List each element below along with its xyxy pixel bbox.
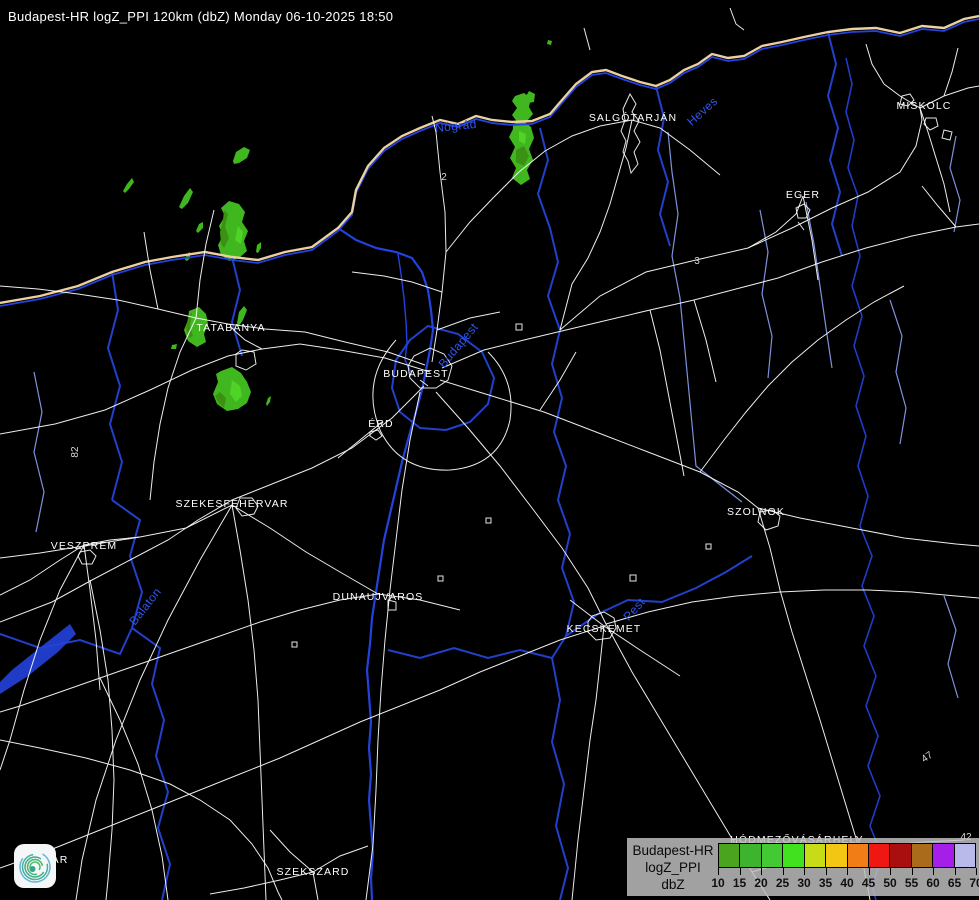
- country-border-layer: [0, 14, 979, 305]
- legend-tick-label: 10: [711, 876, 725, 890]
- legend-tick-label: 65: [947, 876, 962, 890]
- road-number-3: 3: [694, 256, 700, 267]
- road-number-42: 42: [960, 832, 972, 843]
- legend-swatch: [761, 844, 784, 867]
- legend-swatch: [933, 844, 955, 867]
- radar-echo-layer-bright: [230, 131, 526, 402]
- county-borders-layer: [0, 31, 843, 900]
- streams-layer: [33, 131, 961, 699]
- weather-app-logo: [14, 844, 56, 888]
- legend-swatch: [954, 844, 976, 867]
- county-label-pest: Pest: [620, 595, 648, 624]
- legend-ticks: [718, 868, 977, 875]
- city-label-szekszard: SZEKSZARD: [277, 866, 350, 878]
- city-label-erd: ÉRD: [368, 417, 393, 430]
- swirl-icon: [19, 851, 51, 883]
- legend-tick-label: 20: [754, 876, 768, 890]
- legend-swatch: [868, 844, 891, 867]
- city-label-eger: EGER: [786, 189, 820, 201]
- radar-echo-layer-base: [123, 40, 552, 411]
- radar-echo-layer-dark: [186, 146, 529, 408]
- legend-tick-label: 40: [840, 876, 854, 890]
- city-label-miskolc: MISKOLC: [897, 100, 952, 112]
- city-label-budapest: BUDAPEST: [383, 368, 448, 380]
- legend-swatch: [890, 844, 912, 867]
- lake-balaton: [0, 624, 76, 694]
- legend-swatch: [783, 844, 805, 867]
- legend-tick-label: 50: [883, 876, 897, 890]
- city-label-tatabanya: TATABANYA: [196, 322, 265, 334]
- legend-tick-label: 45: [861, 876, 876, 890]
- legend-swatch: [719, 844, 741, 867]
- legend-swatch: [847, 844, 869, 867]
- legend-tick-label: 30: [797, 876, 811, 890]
- legend-tick-label: 70: [969, 876, 979, 890]
- legend-tick-label: 60: [926, 876, 940, 890]
- legend-swatch: [740, 844, 762, 867]
- legend-swatch: [911, 844, 934, 867]
- legend-swatch: [804, 844, 827, 867]
- legend-tick-labels: 10 15 20 25 30 35 40 45 50 55 60 65 70: [711, 875, 979, 891]
- county-label-nograd: Nógrád: [434, 117, 477, 135]
- city-label-salgotarjan: SALGÓTARJÁN: [589, 111, 677, 124]
- city-label-szekesfehervar: SZEKESFEHERVAR: [175, 498, 288, 510]
- map-labels-layer: TATABANYA BUDAPEST ÉRD SALGÓTARJÁN EGER …: [51, 94, 972, 878]
- radar-title: Budapest-HR logZ_PPI 120km (dbZ) Monday …: [8, 9, 394, 24]
- roads-layer: [0, 7, 979, 900]
- city-label-kecskemet: KECSKEMET: [567, 623, 642, 635]
- county-label-heves: Heves: [684, 94, 720, 129]
- road-number-2: 2: [441, 172, 447, 183]
- legend-product: logZ_PPI: [645, 860, 701, 875]
- rivers-layer: [0, 18, 979, 900]
- legend-tick-label: 35: [818, 876, 833, 890]
- city-label-veszprem: VESZPREM: [51, 540, 118, 552]
- legend-unit: dbZ: [661, 877, 685, 892]
- legend-tick-label: 55: [904, 876, 919, 890]
- road-number-82: 82: [70, 446, 81, 458]
- legend-station: Budapest-HR: [632, 843, 714, 858]
- legend-tick-label: 15: [732, 876, 747, 890]
- radar-legend: Budapest-HR logZ_PPI dbZ: [627, 838, 979, 896]
- legend-swatch: [826, 844, 848, 867]
- legend-tick-label: 25: [775, 876, 790, 890]
- city-label-szolnok: SZOLNOK: [727, 506, 785, 518]
- road-number-47: 47: [920, 749, 936, 765]
- city-label-dunaujvaros: DUNAUJVAROS: [333, 591, 424, 603]
- lake-label-balaton: Balaton: [126, 585, 164, 628]
- legend-color-scale: 10 15 20 25 30 35 40 45 50 55 60 65 70: [711, 843, 979, 891]
- urban-outlines-layer: [77, 92, 953, 648]
